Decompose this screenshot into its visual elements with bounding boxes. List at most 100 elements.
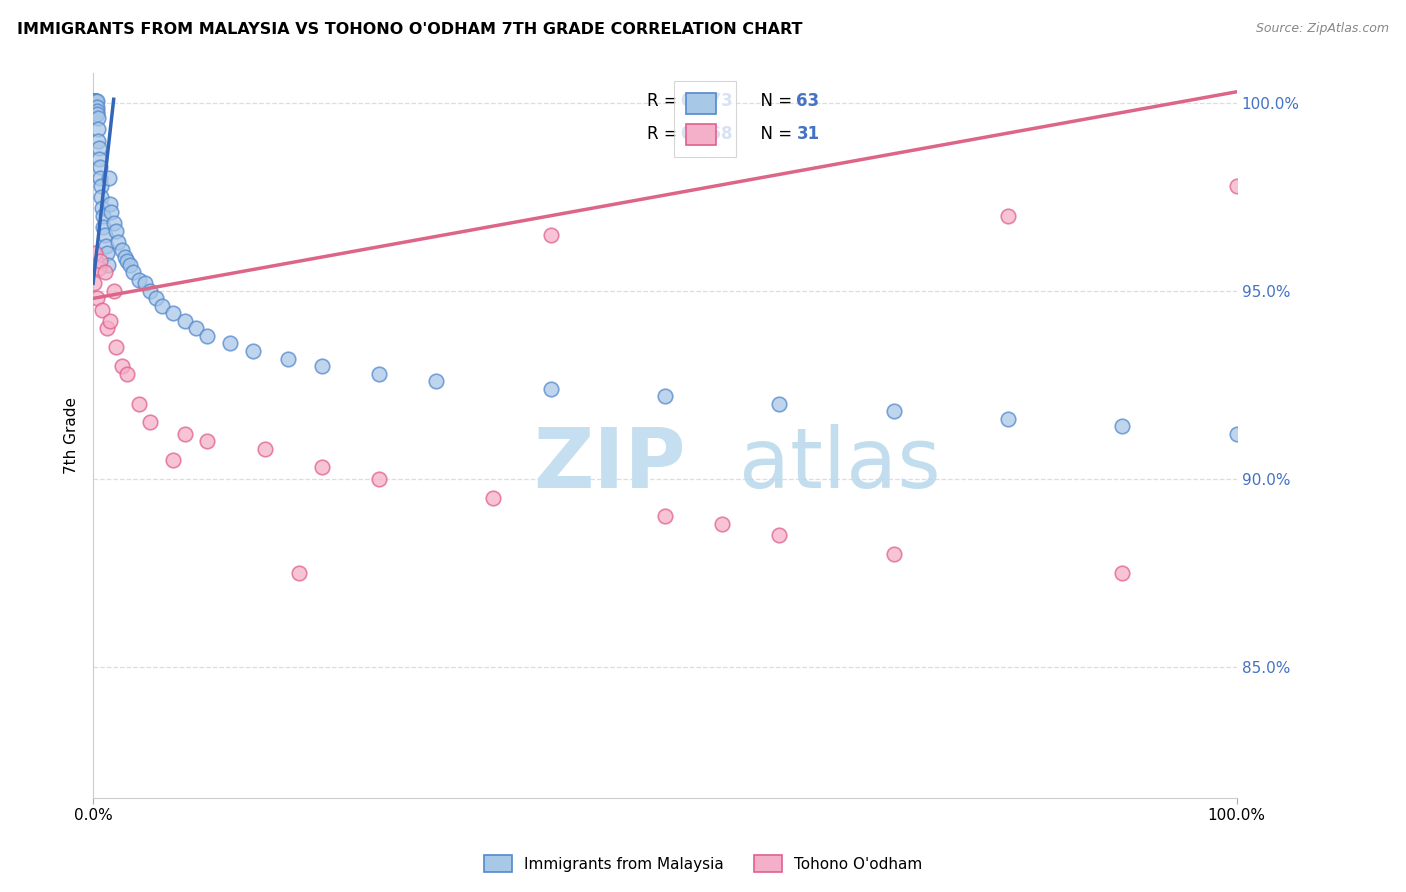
- Text: 63: 63: [796, 92, 820, 110]
- Point: [134, 277, 156, 291]
- Point: [84, 94, 107, 108]
- Point: [128, 272, 150, 286]
- Point: [98, 171, 121, 186]
- Point: [84, 94, 107, 108]
- Point: [83, 94, 105, 108]
- Point: [122, 265, 145, 279]
- Point: [173, 314, 195, 328]
- Point: [1111, 419, 1133, 434]
- Point: [1226, 178, 1249, 193]
- Text: atlas: atlas: [740, 424, 941, 505]
- Legend: Immigrants from Malaysia, Tohono O'odham: Immigrants from Malaysia, Tohono O'odham: [477, 847, 929, 880]
- Text: R =: R =: [647, 92, 683, 110]
- Text: N =: N =: [749, 92, 797, 110]
- Point: [173, 426, 195, 441]
- Point: [654, 389, 676, 403]
- Point: [117, 253, 139, 268]
- Point: [482, 491, 505, 505]
- Point: [83, 94, 105, 108]
- Point: [86, 107, 108, 121]
- Point: [162, 306, 184, 320]
- Point: [87, 141, 110, 155]
- Point: [87, 134, 110, 148]
- Point: [150, 299, 173, 313]
- Point: [89, 171, 111, 186]
- Point: [1111, 566, 1133, 580]
- Point: [118, 258, 141, 272]
- Point: [84, 94, 107, 108]
- Point: [89, 160, 111, 174]
- Point: [84, 94, 107, 108]
- Point: [128, 396, 150, 410]
- Point: [104, 340, 127, 354]
- Point: [162, 453, 184, 467]
- Text: IMMIGRANTS FROM MALAYSIA VS TOHONO O'ODHAM 7TH GRADE CORRELATION CHART: IMMIGRANTS FROM MALAYSIA VS TOHONO O'ODH…: [17, 22, 803, 37]
- Text: 31: 31: [796, 125, 820, 143]
- Point: [883, 547, 905, 561]
- Point: [1226, 426, 1249, 441]
- Point: [111, 359, 134, 373]
- Point: [90, 178, 112, 193]
- Point: [86, 100, 108, 114]
- Point: [311, 359, 333, 373]
- Point: [997, 411, 1019, 425]
- Point: [103, 216, 125, 230]
- Point: [883, 404, 905, 418]
- Point: [94, 239, 117, 253]
- Point: [242, 343, 264, 358]
- Point: [84, 246, 107, 260]
- Point: [197, 434, 219, 449]
- Point: [540, 227, 562, 242]
- Point: [90, 190, 112, 204]
- Legend: , : ,: [673, 81, 735, 157]
- Point: [107, 235, 129, 249]
- Point: [368, 367, 391, 381]
- Text: N =: N =: [749, 125, 797, 143]
- Point: [89, 253, 111, 268]
- Point: [288, 566, 311, 580]
- Point: [91, 302, 114, 317]
- Point: [83, 277, 105, 291]
- Point: [311, 460, 333, 475]
- Text: ZIP: ZIP: [533, 424, 686, 505]
- Point: [93, 219, 115, 234]
- Point: [104, 224, 127, 238]
- Point: [96, 321, 118, 335]
- Point: [425, 374, 447, 388]
- Point: [276, 351, 298, 366]
- Point: [768, 528, 790, 542]
- Point: [86, 122, 108, 136]
- Point: [114, 250, 136, 264]
- Point: [87, 261, 110, 276]
- Point: [86, 94, 108, 108]
- Point: [145, 292, 167, 306]
- Point: [91, 201, 114, 215]
- Point: [97, 258, 120, 272]
- Point: [997, 209, 1019, 223]
- Y-axis label: 7th Grade: 7th Grade: [65, 397, 79, 474]
- Point: [711, 516, 734, 531]
- Point: [83, 94, 105, 108]
- Point: [98, 314, 121, 328]
- Point: [93, 227, 115, 242]
- Text: R =: R =: [647, 125, 683, 143]
- Point: [86, 103, 108, 118]
- Point: [86, 292, 108, 306]
- Point: [117, 367, 139, 381]
- Point: [253, 442, 276, 456]
- Point: [768, 396, 790, 410]
- Point: [87, 153, 110, 167]
- Text: 0.273: 0.273: [679, 92, 733, 110]
- Point: [654, 509, 676, 524]
- Point: [103, 284, 125, 298]
- Point: [368, 472, 391, 486]
- Point: [139, 284, 162, 298]
- Point: [86, 111, 108, 125]
- Point: [219, 336, 242, 351]
- Point: [83, 94, 105, 108]
- Point: [98, 197, 121, 211]
- Point: [83, 94, 105, 108]
- Point: [139, 416, 162, 430]
- Point: [184, 321, 207, 335]
- Point: [197, 329, 219, 343]
